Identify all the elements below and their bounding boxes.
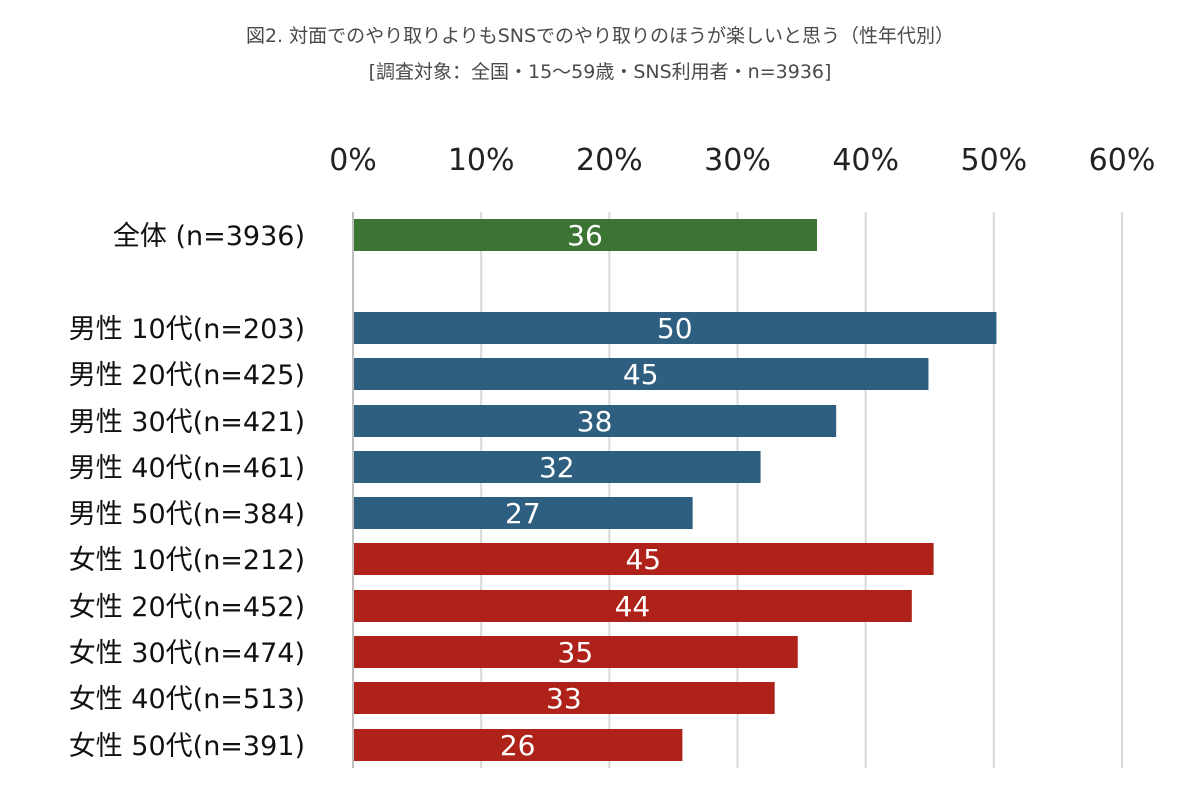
gridlines [352, 212, 1123, 768]
bar-5 [354, 497, 693, 529]
data-label: 45 [623, 358, 659, 391]
bar-3 [354, 405, 837, 437]
data-label: 36 [567, 219, 603, 252]
bar-0 [354, 219, 817, 251]
bar-8 [354, 636, 798, 668]
data-label: 45 [625, 543, 661, 576]
category-label: 女性 30代(n=474) [69, 638, 305, 669]
bar-2 [354, 358, 929, 390]
category-label: 男性 10代(n=203) [69, 314, 305, 345]
data-label: 27 [505, 497, 541, 530]
x-tick-label: 0% [329, 143, 377, 178]
x-tick-label: 60% [1089, 143, 1156, 178]
x-tick-label: 30% [704, 143, 771, 178]
bar-6 [354, 543, 934, 575]
chart-subtitle: [調査対象：全国・15～59歳・SNS利用者・n=3936] [369, 61, 832, 83]
bar-7 [354, 590, 912, 622]
category-label: 全体 (n=3936) [113, 221, 305, 252]
data-label: 38 [577, 405, 613, 438]
x-tick-label: 10% [448, 143, 515, 178]
bar-9 [354, 682, 775, 714]
bar-10 [354, 729, 683, 761]
bar-1 [354, 312, 997, 344]
x-tick-label: 40% [832, 143, 899, 178]
chart-title: 図2. 対面でのやり取りよりもSNSでのやり取りのほうが楽しいと思う（性年代別） [246, 25, 954, 47]
data-label: 26 [500, 729, 536, 762]
category-label: 女性 50代(n=391) [69, 731, 305, 762]
x-tick-label: 50% [960, 143, 1027, 178]
x-tick-label: 20% [576, 143, 643, 178]
category-label: 男性 30代(n=421) [69, 407, 305, 438]
category-label: 女性 20代(n=452) [69, 592, 305, 623]
data-label: 35 [558, 636, 594, 669]
data-label: 33 [546, 682, 582, 715]
data-label: 50 [657, 312, 693, 345]
category-label: 男性 50代(n=384) [69, 499, 305, 530]
category-label: 男性 40代(n=461) [69, 453, 305, 484]
bars [354, 219, 997, 761]
bar-4 [354, 451, 761, 483]
data-label: 44 [615, 590, 651, 623]
category-label: 女性 40代(n=513) [69, 684, 305, 715]
category-labels: 全体 (n=3936) 男性 10代(n=203) 男性 20代(n=425) 男性 … [69, 221, 305, 762]
category-label: 女性 10代(n=212) [69, 545, 305, 576]
category-label: 男性 20代(n=425) [69, 360, 305, 391]
x-axis-ticks: 0% 10% 20% 30% 40% 50% 60% [329, 143, 1155, 178]
data-label: 32 [539, 451, 575, 484]
